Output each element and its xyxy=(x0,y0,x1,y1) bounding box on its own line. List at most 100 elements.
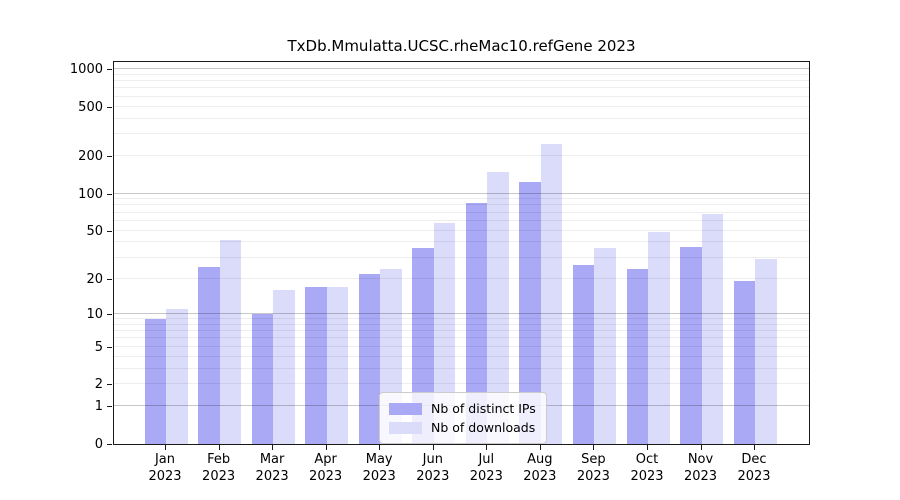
x-tick-month: Nov xyxy=(687,452,714,467)
y-tick-mark xyxy=(107,156,112,158)
x-tick-label: Sep 2023 xyxy=(561,452,625,485)
gridline-minor xyxy=(114,105,809,107)
gridline-minor xyxy=(114,155,809,157)
y-tick-mark xyxy=(107,406,112,408)
bar-ips xyxy=(251,313,274,444)
x-tick-month: May xyxy=(365,452,393,467)
y-tick-mark xyxy=(107,278,112,280)
x-tick-label: Nov 2023 xyxy=(669,452,733,485)
bar-downloads xyxy=(540,144,563,444)
x-tick-mark xyxy=(325,445,327,450)
y-tick-mark xyxy=(107,444,112,445)
y-tick-mark xyxy=(107,384,112,386)
gridline-minor xyxy=(114,80,809,81)
legend-item-downloads: Nb of downloads xyxy=(389,418,536,437)
x-tick-label: Mar 2023 xyxy=(240,452,304,485)
y-tick-label: 2 xyxy=(94,377,103,393)
bar-downloads xyxy=(326,287,349,444)
x-tick-mark xyxy=(379,445,381,450)
bar-downloads xyxy=(648,231,670,444)
x-tick-label: Apr 2023 xyxy=(294,452,358,485)
x-tick-mark xyxy=(593,445,595,450)
x-tick-year: 2023 xyxy=(416,468,450,484)
x-tick-month: Mar xyxy=(259,452,285,467)
gridline-minor xyxy=(114,95,809,97)
ips-swatch xyxy=(389,402,422,415)
x-tick-month: Jun xyxy=(422,452,443,467)
y-tick-label: 100 xyxy=(78,186,103,202)
y-tick-label: 1000 xyxy=(69,61,103,77)
bar-downloads xyxy=(166,309,188,444)
x-tick-mark xyxy=(486,445,488,450)
bar-ips xyxy=(519,181,541,444)
bar-ips xyxy=(305,287,327,444)
x-tick-year: 2023 xyxy=(523,468,557,484)
x-tick-mark xyxy=(218,445,220,450)
bar-ips xyxy=(680,246,702,444)
bar-ips xyxy=(626,269,648,444)
x-tick-mark xyxy=(700,445,702,450)
legend: Nb of distinct IPs Nb of downloads xyxy=(379,392,547,444)
x-tick-month: Jul xyxy=(478,452,495,467)
bar-downloads xyxy=(701,214,723,444)
legend-item-distinct-ips: Nb of distinct IPs xyxy=(389,399,536,418)
y-tick-mark xyxy=(107,106,112,108)
plot-area xyxy=(113,61,810,445)
legend-label: Nb of distinct IPs xyxy=(431,401,536,416)
y-tick-label: 0 xyxy=(94,437,103,452)
gridline-minor xyxy=(114,73,809,75)
bar-downloads xyxy=(433,222,456,444)
bar-ips xyxy=(733,281,755,444)
x-tick-year: 2023 xyxy=(148,468,182,484)
x-tick-label: May 2023 xyxy=(347,452,411,485)
x-tick-month: Sep xyxy=(581,452,606,467)
x-tick-year: 2023 xyxy=(255,468,289,484)
x-tick-mark xyxy=(272,445,274,450)
x-tick-mark xyxy=(165,445,166,450)
gridline-minor xyxy=(114,133,809,135)
y-tick-label: 50 xyxy=(86,223,103,239)
x-tick-mark xyxy=(432,445,434,450)
gridline-major xyxy=(114,192,809,194)
bar-ips xyxy=(144,319,166,444)
y-tick-mark xyxy=(107,346,112,348)
y-tick-label: 10 xyxy=(86,306,103,322)
bar-ips xyxy=(358,273,381,444)
x-tick-mark xyxy=(539,445,541,450)
x-tick-label: Jul 2023 xyxy=(454,452,518,485)
x-tick-month: Feb xyxy=(207,452,231,467)
gridline-minor xyxy=(114,87,809,89)
x-tick-month: Oct xyxy=(635,452,659,467)
x-tick-year: 2023 xyxy=(576,468,610,484)
bar-ips xyxy=(465,202,488,444)
x-tick-mark xyxy=(647,445,648,450)
x-tick-year: 2023 xyxy=(202,468,236,484)
y-tick-label: 20 xyxy=(86,271,103,287)
y-tick-label: 500 xyxy=(78,99,103,115)
x-tick-label: Aug 2023 xyxy=(508,452,572,485)
gridline-major xyxy=(114,67,809,69)
x-tick-label: Oct 2023 xyxy=(615,452,679,485)
x-tick-month: Aug xyxy=(527,452,553,467)
x-tick-label: Jun 2023 xyxy=(401,452,465,485)
x-tick-label: Feb 2023 xyxy=(187,452,251,485)
x-tick-label: Dec 2023 xyxy=(722,452,786,485)
bar-ips xyxy=(572,265,595,444)
x-tick-year: 2023 xyxy=(683,468,718,484)
y-tick-mark xyxy=(107,193,112,195)
downloads-swatch xyxy=(389,421,422,434)
y-tick-mark xyxy=(107,68,112,70)
bar-downloads xyxy=(487,171,509,444)
x-tick-year: 2023 xyxy=(737,468,771,484)
chart-title: TxDb.Mmulatta.UCSC.rheMac10.refGene 2023 xyxy=(287,37,636,55)
bar-downloads xyxy=(219,239,241,444)
y-tick-mark xyxy=(107,230,112,232)
x-tick-year: 2023 xyxy=(309,468,343,484)
y-tick-label: 200 xyxy=(78,149,103,165)
bar-downloads xyxy=(273,290,295,444)
x-tick-mark xyxy=(754,445,755,450)
gridline-minor xyxy=(114,211,809,213)
bar-downloads xyxy=(594,248,616,444)
x-tick-month: Dec xyxy=(741,452,767,467)
